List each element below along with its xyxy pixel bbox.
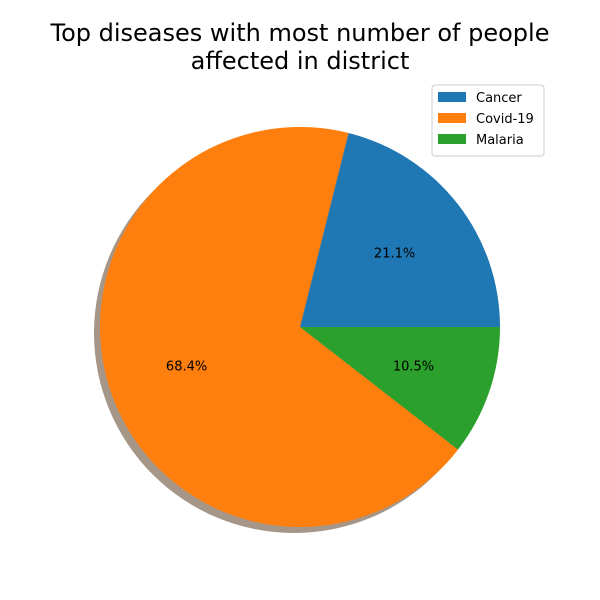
pie-slice-cancer	[300, 132, 500, 327]
legend-swatch-malaria	[438, 134, 466, 144]
pie-percent-labels: 21.1% 68.4% 10.5%	[166, 247, 434, 375]
legend-swatch-cancer	[438, 92, 466, 102]
legend-label-covid-19: Covid-19	[476, 112, 534, 127]
chart-title-line-2: affected in district	[191, 47, 410, 75]
legend-label-malaria: Malaria	[476, 133, 524, 148]
pie-slice-covid-19	[99, 127, 459, 528]
pie-slices	[99, 127, 500, 528]
chart-title-line-1: Top diseases with most number of people	[50, 19, 550, 47]
pie-percent-label-cancer: 21.1%	[374, 247, 415, 262]
legend-swatch-covid-19	[438, 113, 466, 123]
pie-percent-label-covid-19: 68.4%	[166, 360, 207, 375]
pie-slice-malaria	[300, 327, 500, 450]
legend-label-cancer: Cancer	[476, 91, 522, 106]
legend: Cancer Covid-19 Malaria	[431, 84, 545, 157]
pie-percent-label-malaria: 10.5%	[393, 359, 434, 374]
